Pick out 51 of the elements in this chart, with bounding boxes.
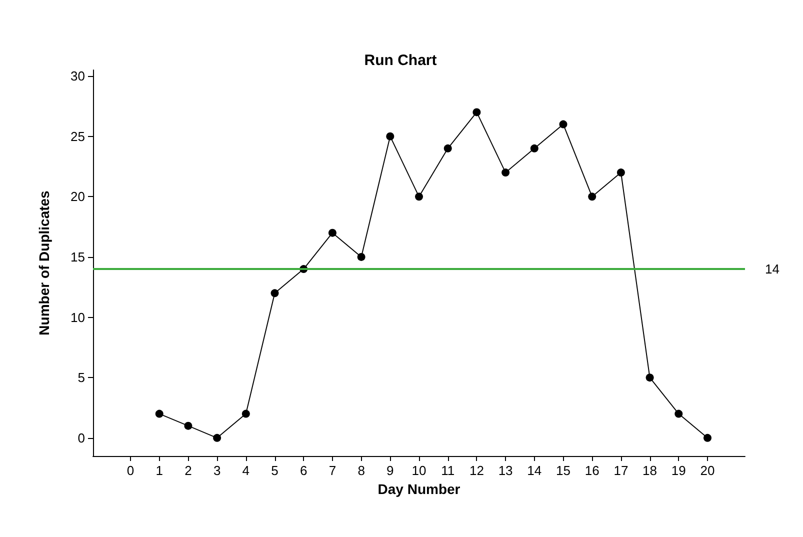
x-tick-label: 19 <box>671 463 686 478</box>
x-tick-label: 11 <box>441 463 455 478</box>
point <box>646 374 654 382</box>
x-tick-label: 6 <box>300 463 308 478</box>
point <box>270 289 279 298</box>
x-tick-label: 3 <box>213 463 221 478</box>
x-tick-label: 20 <box>700 463 715 478</box>
x-tick-label: 15 <box>556 463 570 478</box>
y-tick-label: 10 <box>70 310 85 325</box>
x-tick-label: 18 <box>642 463 658 478</box>
point <box>213 434 222 442</box>
point <box>704 434 712 442</box>
point <box>386 132 394 140</box>
point <box>357 252 366 261</box>
point <box>502 168 510 177</box>
point <box>415 192 423 201</box>
x-axis-title: Day Number <box>378 481 461 497</box>
point <box>184 422 192 430</box>
point <box>559 120 568 128</box>
y-tick-label: 5 <box>78 370 85 386</box>
chart-title: Run Chart <box>364 52 437 69</box>
x-tick-label: 12 <box>469 463 484 478</box>
ref-line-label: 14 <box>765 262 780 277</box>
point <box>444 144 452 152</box>
x-tick-label: 7 <box>328 463 336 478</box>
x-tick-label: 5 <box>271 463 278 478</box>
y-axis-title: Number of Duplicates <box>36 190 52 336</box>
point <box>472 108 481 116</box>
x-tick-label: 17 <box>614 463 628 478</box>
y-tick-label: 0 <box>78 430 85 446</box>
x-tick-label: 16 <box>584 463 600 478</box>
x-tick-label: 10 <box>412 463 426 478</box>
x-tick-label: 9 <box>386 463 394 478</box>
point <box>530 144 538 152</box>
x-tick-label: 14 <box>527 463 542 478</box>
y-tick-label: 20 <box>70 189 85 204</box>
point <box>155 410 164 418</box>
x-tick-label: 4 <box>242 463 250 478</box>
point <box>674 410 683 418</box>
y-tick-label: 30 <box>70 68 85 84</box>
x-tick-label: 13 <box>498 463 513 478</box>
point <box>328 228 336 237</box>
y-tick-label: 15 <box>70 249 85 264</box>
point <box>242 410 250 418</box>
x-tick-label: 1 <box>156 463 163 478</box>
point <box>616 168 625 177</box>
x-tick-label: 0 <box>126 463 134 478</box>
y-tick-label: 25 <box>70 128 85 144</box>
x-tick-label: 2 <box>184 463 192 478</box>
point <box>588 192 596 201</box>
x-tick-label: 8 <box>358 463 365 478</box>
